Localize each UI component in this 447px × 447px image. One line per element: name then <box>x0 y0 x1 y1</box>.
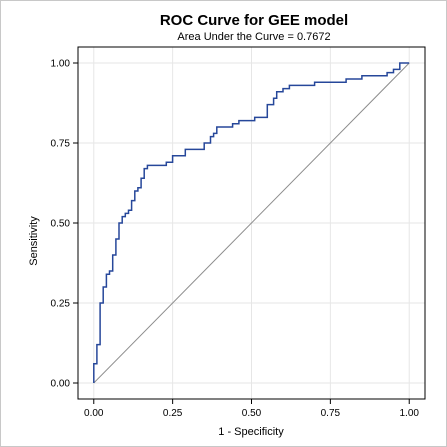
x-axis-ticks: 0.00 0.25 0.50 0.75 1.00 <box>84 399 419 419</box>
y-axis-ticks: 0.00 0.25 0.50 0.75 1.00 <box>51 59 78 390</box>
y-tick-label: 0.75 <box>51 139 71 150</box>
y-axis-label: Sensitivity <box>28 216 40 266</box>
chart-title: ROC Curve for GEE model <box>160 12 348 29</box>
roc-curve-layer <box>93 62 410 383</box>
roc-curve <box>93 62 410 383</box>
y-tick-label: 0.50 <box>51 219 71 230</box>
x-tick-label: 0.25 <box>163 408 183 419</box>
x-tick-label: 1.00 <box>399 408 419 419</box>
y-tick-label: 0.00 <box>51 379 71 390</box>
x-tick-label: 0.50 <box>242 408 262 419</box>
y-tick-label: 0.25 <box>51 299 71 310</box>
x-tick-label: 0.75 <box>321 408 341 419</box>
x-axis-label: 1 - Specificity <box>218 426 284 438</box>
x-tick-label: 0.00 <box>84 408 104 419</box>
y-tick-label: 1.00 <box>51 59 71 70</box>
chart-subtitle: Area Under the Curve = 0.7672 <box>177 31 330 43</box>
reference-diagonal <box>93 62 410 384</box>
reference-line <box>93 62 410 384</box>
grid-lines <box>78 47 425 399</box>
